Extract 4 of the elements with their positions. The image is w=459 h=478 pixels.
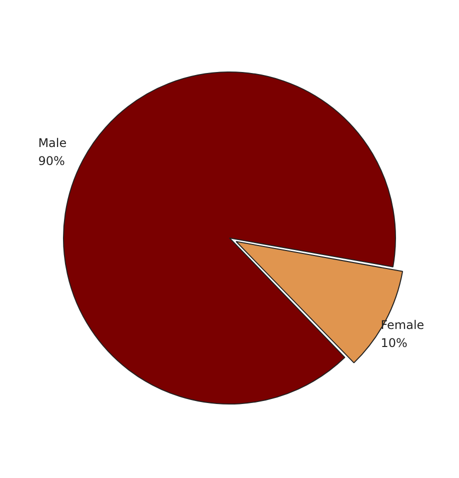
slice-label: Male: [38, 136, 67, 150]
slice-label: Female: [380, 318, 424, 332]
data-label: 90%: [38, 154, 65, 168]
data-label: 10%: [380, 336, 408, 350]
